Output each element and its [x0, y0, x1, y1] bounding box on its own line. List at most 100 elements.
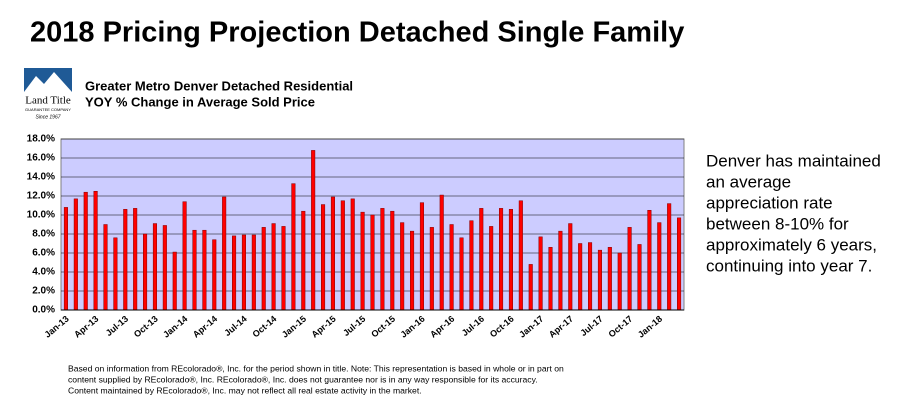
- y-tick-label: 10.0%: [27, 210, 55, 221]
- bar: [677, 217, 682, 311]
- bar: [647, 210, 652, 311]
- bar: [232, 235, 237, 311]
- bar: [182, 201, 187, 311]
- x-tick-label: Jul-16: [460, 314, 486, 338]
- bar: [410, 230, 415, 311]
- bar: [143, 233, 148, 311]
- bar: [370, 214, 375, 311]
- footnote: content supplied by REcolorado®, Inc. RE…: [68, 374, 538, 384]
- bar: [617, 252, 622, 311]
- bar: [667, 203, 672, 311]
- footnote: Based on information from REcolorado®, I…: [68, 363, 564, 373]
- y-tick-label: 4.0%: [32, 267, 55, 278]
- bar: [360, 211, 365, 311]
- bar: [508, 209, 513, 311]
- bar: [321, 204, 326, 311]
- bar: [241, 234, 246, 311]
- bar: [113, 237, 118, 311]
- bar: [568, 223, 573, 311]
- bar: [281, 226, 286, 311]
- bar: [449, 224, 454, 311]
- footnote: Content maintained by REcolorado®, Inc. …: [68, 385, 422, 395]
- bar: [469, 220, 474, 311]
- x-tick-label: Jan-18: [636, 314, 664, 340]
- bar: [350, 198, 355, 311]
- x-tick-label: Jul-14: [222, 314, 248, 338]
- bar: [588, 242, 593, 311]
- x-tick-label: Oct-13: [132, 314, 160, 340]
- x-tick-label: Oct-14: [251, 314, 279, 340]
- x-tick-label: Apr-15: [309, 314, 337, 340]
- y-tick-label: 8.0%: [32, 229, 55, 240]
- bar: [499, 208, 504, 311]
- x-tick-label: Oct-16: [488, 314, 516, 340]
- bar: [330, 196, 335, 311]
- bar: [212, 239, 217, 311]
- bar: [597, 249, 602, 311]
- x-tick-label: Jan-16: [398, 314, 426, 340]
- x-tick-label: Jul-17: [578, 314, 604, 338]
- y-tick-label: 18.0%: [27, 134, 55, 145]
- x-tick-label: Apr-13: [72, 314, 100, 340]
- logo-name: Land Title: [25, 95, 71, 107]
- chart-title: YOY % Change in Average Sold Price: [85, 94, 315, 109]
- x-tick-label: Apr-16: [428, 314, 456, 340]
- bar: [123, 209, 128, 311]
- bar: [390, 210, 395, 311]
- bar: [202, 229, 207, 311]
- bar: [429, 227, 434, 311]
- x-tick-label: Jan-13: [42, 314, 70, 340]
- bar: [479, 208, 484, 311]
- commentary: Denver has maintained: [706, 151, 881, 170]
- bar: [192, 229, 197, 311]
- x-tick-label: Oct-15: [369, 314, 397, 340]
- bar: [251, 234, 256, 311]
- bar: [528, 264, 533, 311]
- bar: [261, 227, 266, 311]
- bar: [400, 222, 405, 311]
- bar: [63, 207, 68, 311]
- bar: [271, 223, 276, 311]
- x-tick-label: Jul-13: [104, 314, 130, 338]
- y-tick-label: 0.0%: [32, 305, 55, 316]
- bar: [73, 198, 78, 311]
- bar: [657, 222, 662, 311]
- bar: [518, 200, 523, 311]
- y-tick-label: 16.0%: [27, 153, 55, 164]
- bar: [83, 191, 88, 311]
- bar: [172, 251, 177, 311]
- bar: [489, 226, 494, 311]
- bar: [459, 237, 464, 311]
- commentary: approximately 6 years,: [706, 235, 877, 254]
- commentary: an average: [706, 172, 791, 191]
- bar: [419, 202, 424, 311]
- bar: [301, 210, 306, 311]
- y-tick-label: 6.0%: [32, 248, 55, 259]
- y-tick-label: 14.0%: [27, 172, 55, 183]
- bar: [133, 208, 138, 311]
- bar: [380, 208, 385, 311]
- commentary: between 8-10% for: [706, 214, 849, 233]
- logo: Land Title GUARANTEE COMPANY Since 1967: [24, 68, 72, 120]
- bar: [558, 230, 563, 311]
- bar: [103, 224, 108, 311]
- bar: [291, 183, 296, 311]
- bar: [340, 200, 345, 311]
- logo-since: Since 1967: [35, 114, 60, 120]
- bar: [627, 227, 632, 311]
- bar: [637, 244, 642, 311]
- x-tick-label: Apr-17: [547, 314, 575, 340]
- logo-mountains: [24, 72, 72, 92]
- chart-title: Greater Metro Denver Detached Residentia…: [85, 78, 353, 93]
- commentary: appreciation rate: [706, 193, 833, 212]
- x-tick-label: Oct-17: [607, 314, 635, 340]
- bar: [152, 223, 157, 311]
- x-tick-label: Apr-14: [191, 314, 219, 340]
- slide-title: 2018 Pricing Projection Detached Single …: [30, 17, 684, 49]
- bar: [578, 243, 583, 311]
- logo-company: GUARANTEE COMPANY: [25, 107, 71, 112]
- bar: [607, 247, 612, 311]
- bar: [93, 191, 98, 311]
- x-tick-label: Jan-17: [517, 314, 545, 340]
